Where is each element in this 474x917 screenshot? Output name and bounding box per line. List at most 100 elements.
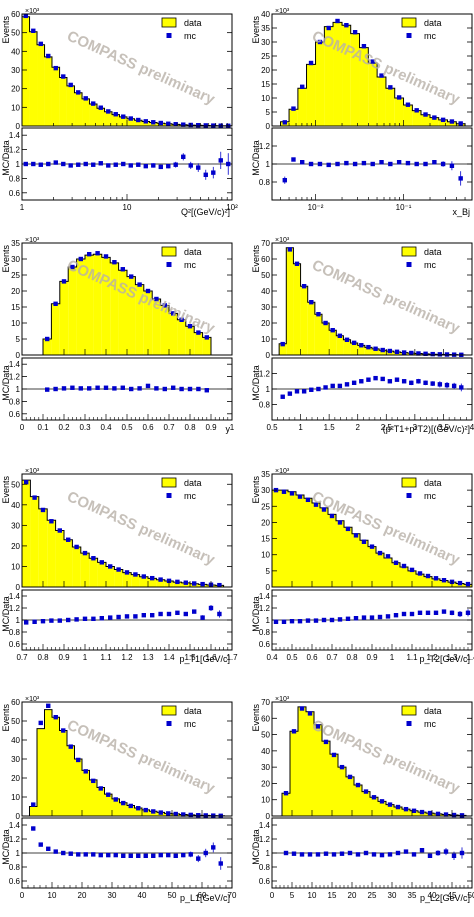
ratio-point (166, 853, 170, 857)
ratio-point (460, 851, 464, 855)
ratio-y-tick-label: 1 (16, 616, 21, 625)
ratio-point (309, 162, 313, 166)
data-bar (30, 497, 38, 587)
mc-point (166, 122, 170, 126)
data-bar (97, 788, 105, 817)
x-tick-label: 0.7 (163, 423, 175, 432)
mc-point (91, 556, 95, 560)
y-tick-label: 20 (11, 542, 20, 551)
ratio-point (283, 178, 287, 182)
ratio-point (323, 385, 327, 389)
y-tick-label: 35 (261, 470, 270, 479)
y-tick-label: 30 (11, 755, 20, 764)
data-bar (293, 264, 300, 355)
legend-data-swatch (162, 18, 176, 27)
ratio-point (106, 163, 110, 167)
ratio-point (372, 852, 376, 856)
x-tick-label: 10 (48, 891, 57, 900)
data-bar (386, 88, 395, 126)
mc-point (388, 802, 392, 806)
mc-point (406, 103, 410, 107)
mc-point (418, 571, 422, 575)
mc-point (388, 349, 392, 353)
data-bar (52, 67, 60, 126)
mc-point (380, 799, 384, 803)
ratio-point (322, 618, 326, 622)
y-axis-label: Events (251, 704, 261, 732)
ratio-point (53, 387, 57, 391)
y-tick-label: 10 (11, 319, 20, 328)
mc-point (426, 574, 430, 578)
mc-point (133, 572, 137, 576)
legend-data-label: data (424, 706, 442, 716)
ratio-pad: 0.60.811.21.4MC/Data (1, 590, 232, 650)
ratio-point (381, 377, 385, 381)
x-tick-label: 10⁻² (308, 203, 324, 212)
ratio-point (45, 387, 49, 391)
legend-data-swatch (402, 247, 416, 256)
mc-point (150, 576, 154, 580)
mc-point (288, 247, 292, 251)
y-tick-label: 5 (266, 567, 271, 576)
ratio-point (136, 854, 140, 858)
y-tick-label: 50 (261, 731, 270, 740)
ratio-point (104, 386, 108, 390)
mc-point (338, 334, 342, 338)
data-bar (315, 314, 322, 355)
ratio-point (414, 162, 418, 166)
x-tick-label: 20 (78, 891, 87, 900)
legend-data-label: data (424, 18, 442, 28)
x-tick-label: 10 (308, 891, 317, 900)
y-tick-label: 60 (261, 714, 270, 723)
ratio-point (330, 618, 334, 622)
data-bar (329, 330, 336, 355)
ratio-pad: 0.811.2MC/Data (251, 128, 472, 200)
x-tick-label: 0.9 (58, 653, 70, 662)
ratio-point (106, 853, 110, 857)
y-tick-label: 5 (266, 108, 271, 117)
ratio-point (432, 160, 436, 164)
ratio-point (99, 853, 103, 857)
y-tick-label: 0 (266, 351, 271, 360)
x-axis-label: x_Bj (452, 207, 470, 217)
mc-point (458, 121, 462, 125)
y-tick-label: 10 (261, 94, 270, 103)
x-tick-label: 1 (390, 653, 395, 662)
legend-mc-swatch (407, 721, 412, 726)
x-axis-label: p_T2[GeV/c] (419, 654, 470, 664)
ratio-point (159, 165, 163, 169)
y-tick-label: 40 (11, 736, 20, 745)
ratio-point (142, 613, 146, 617)
ratio-point (388, 379, 392, 383)
ratio-points (283, 157, 463, 185)
x-tick-label: 0.5 (266, 423, 278, 432)
ratio-point (174, 854, 178, 858)
x-tick-label: 0.4 (266, 653, 278, 662)
ratio-point (300, 160, 304, 164)
data-bar (64, 540, 72, 587)
data-bar (289, 109, 298, 126)
mc-point (31, 29, 35, 33)
mc-point (159, 810, 163, 814)
mc-point (381, 348, 385, 352)
y-tick-label: 15 (11, 303, 20, 312)
ratio-point (39, 842, 43, 846)
x-tick-label: 5 (290, 891, 295, 900)
y-tick-label: 20 (11, 85, 20, 94)
y-multiplier: ×10³ (275, 468, 290, 475)
ratio-point (69, 852, 73, 856)
data-bar (43, 339, 51, 355)
data-bar (296, 495, 304, 587)
ratio-point (39, 163, 43, 167)
legend-mc-label: mc (184, 260, 196, 270)
data-bar (312, 503, 320, 587)
mc-point (291, 106, 295, 110)
ratio-point (137, 386, 141, 390)
x-axis-label: y (226, 424, 231, 434)
ratio-point (129, 854, 133, 858)
ratio-points (284, 847, 464, 860)
mc-point (359, 343, 363, 347)
ratio-point (24, 620, 28, 624)
